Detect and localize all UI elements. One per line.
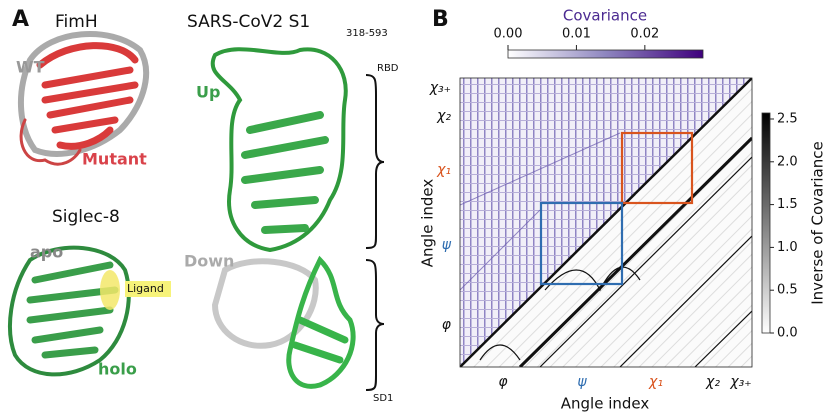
colorbar-tick-label: 0.5 (777, 283, 798, 298)
colorbar-tick-label: 2.5 (777, 111, 798, 126)
colorbar-tick-label: 0.01 (562, 27, 591, 42)
sars-subscript: 318-593 (346, 28, 388, 39)
y-group-label: ψ (442, 237, 452, 253)
down-label: Down (184, 252, 234, 271)
ligand-box (125, 281, 171, 297)
up-label: Up (196, 83, 220, 102)
siglec-title: Siglec-8 (52, 207, 120, 227)
siglec-structure (8, 245, 131, 377)
heatmap (460, 78, 752, 367)
panel-label: A (12, 7, 29, 32)
fimh-structure (17, 31, 150, 166)
wt-label: WT (16, 58, 45, 77)
colorbar-tick-label: 1.5 (777, 197, 798, 212)
x-group-label: φ (498, 374, 508, 390)
mutant-label: Mutant (82, 150, 147, 169)
rbd-label: RBD (377, 63, 399, 74)
x-group-label: ψ (577, 374, 587, 390)
colorbar-tick-label: 2.0 (777, 154, 798, 169)
colorbar-tick-label: 1.0 (777, 240, 798, 255)
heatmap-frame (459, 77, 753, 368)
y-group-label: χ₃₊ (429, 80, 451, 96)
y-group-label: φ (442, 317, 452, 333)
x-axis-title: Angle index (561, 395, 650, 413)
x-group-label: χ₁ (648, 374, 663, 390)
apo-label: apo (30, 243, 63, 262)
colorbar-title: Inverse of Covariance (809, 141, 827, 304)
sd1-label: SD1 (373, 393, 393, 404)
x-group-label: χ₃₊ (729, 374, 751, 390)
colorbar-title: Covariance (563, 7, 647, 25)
sars-title: SARS-CoV2 S1 (187, 12, 310, 32)
brackets (365, 74, 385, 391)
x-group-label: χ₂ (705, 374, 720, 390)
chi1-box (620, 131, 694, 205)
panel-label: B (432, 7, 449, 32)
psi-box (539, 201, 624, 286)
inverse-colorbar (761, 112, 771, 334)
colorbar-tick-label: 0.02 (630, 27, 659, 42)
sars-structure (210, 47, 356, 389)
colorbar-tick-label: 0.00 (494, 27, 523, 42)
y-group-label: χ₁ (436, 162, 451, 178)
colorbar-tick-label: 0.0 (777, 326, 798, 341)
fimh-title: FimH (55, 12, 98, 32)
y-group-label: χ₂ (436, 108, 451, 124)
y-axis-title: Angle index (419, 179, 437, 268)
covariance-colorbar (507, 49, 704, 59)
holo-label: holo (98, 360, 137, 379)
ligand-label: Ligand (127, 282, 164, 295)
